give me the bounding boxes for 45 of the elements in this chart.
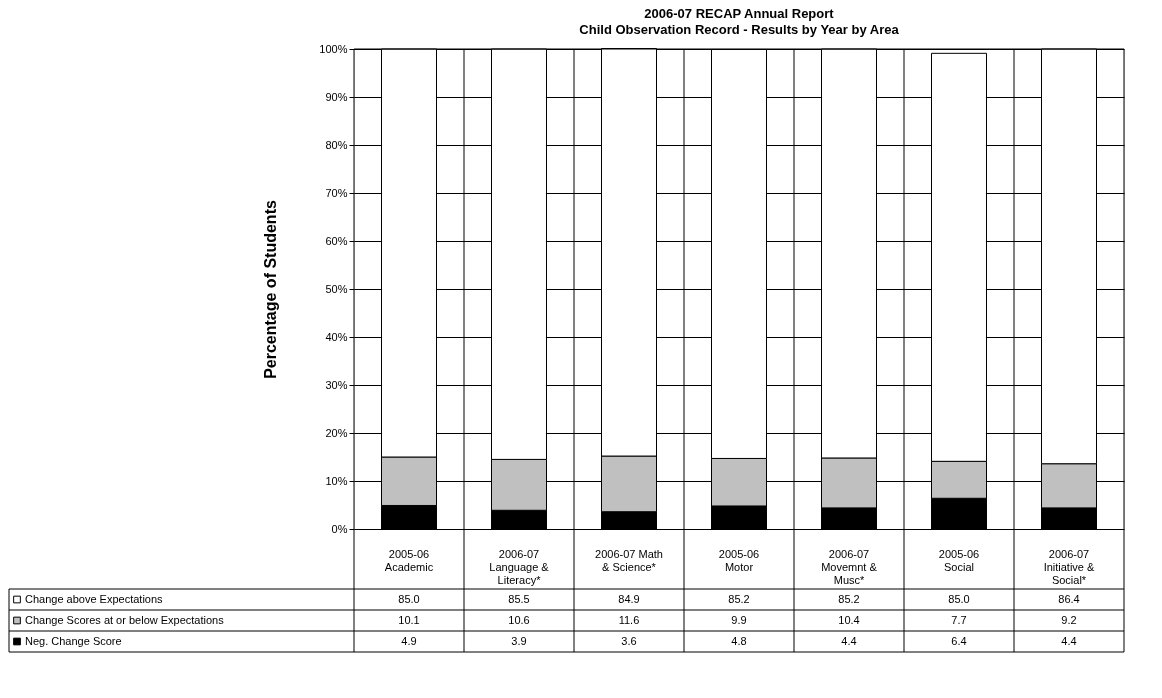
x-tick-label: 2006-07 Initiative & Social* [1043, 548, 1096, 586]
y-tick-label: 20% [325, 426, 348, 439]
data-label: 10.6 [508, 613, 530, 626]
y-tick-label: 60% [325, 234, 348, 247]
data-label: 10.1 [398, 613, 420, 626]
x-tick-label: 2006-07 Math & Science* [595, 548, 663, 573]
data-label: 84.9 [618, 592, 640, 605]
y-axis-title: Percentage of Students [262, 200, 280, 379]
y-tick-label: 50% [325, 282, 348, 295]
legend-label: Change Scores at or below Expectations [25, 613, 225, 626]
data-label: 10.4 [838, 613, 860, 626]
data-label: 4.4 [1061, 634, 1077, 647]
y-tick-label: 90% [325, 90, 348, 103]
y-tick-label: 30% [325, 378, 348, 391]
data-label: 9.2 [1061, 613, 1077, 626]
legend-label: Neg. Change Score [25, 634, 122, 647]
legend-label: Change above Expectations [25, 592, 164, 605]
x-tick-label: 2005-06 Academic [384, 548, 434, 573]
data-label: 3.6 [621, 634, 637, 647]
y-tick-label: 70% [325, 186, 348, 199]
y-tick-label: 100% [319, 42, 348, 55]
data-label: 3.9 [511, 634, 527, 647]
data-label: 6.4 [951, 634, 967, 647]
data-label: 11.6 [618, 613, 640, 626]
data-label: 85.0 [948, 592, 970, 605]
data-label: 85.5 [508, 592, 530, 605]
data-label: 4.9 [401, 634, 417, 647]
data-label: 4.4 [841, 634, 857, 647]
y-tick-label: 10% [325, 474, 348, 487]
data-label: 85.2 [728, 592, 750, 605]
data-label: 85.0 [398, 592, 420, 605]
x-tick-label: 2005-06 Motor [718, 548, 760, 573]
data-label: 85.2 [838, 592, 860, 605]
y-tick-label: 40% [325, 330, 348, 343]
data-label: 9.9 [731, 613, 747, 626]
data-label: 7.7 [951, 613, 967, 626]
x-tick-label: 2006-07 Movemnt & Musc* [821, 548, 878, 586]
data-label: 86.4 [1058, 592, 1080, 605]
y-tick-label: 80% [325, 138, 348, 151]
y-tick-label: 0% [331, 522, 348, 535]
x-tick-label: 2006-07 Language & Literacy* [489, 548, 550, 586]
data-label: 4.8 [731, 634, 747, 647]
x-tick-label: 2005-06 Social [938, 548, 980, 573]
chart-title: 2006-07 RECAP Annual Report [644, 6, 835, 21]
chart-subtitle: Child Observation Record - Results by Year by Area [579, 22, 900, 37]
